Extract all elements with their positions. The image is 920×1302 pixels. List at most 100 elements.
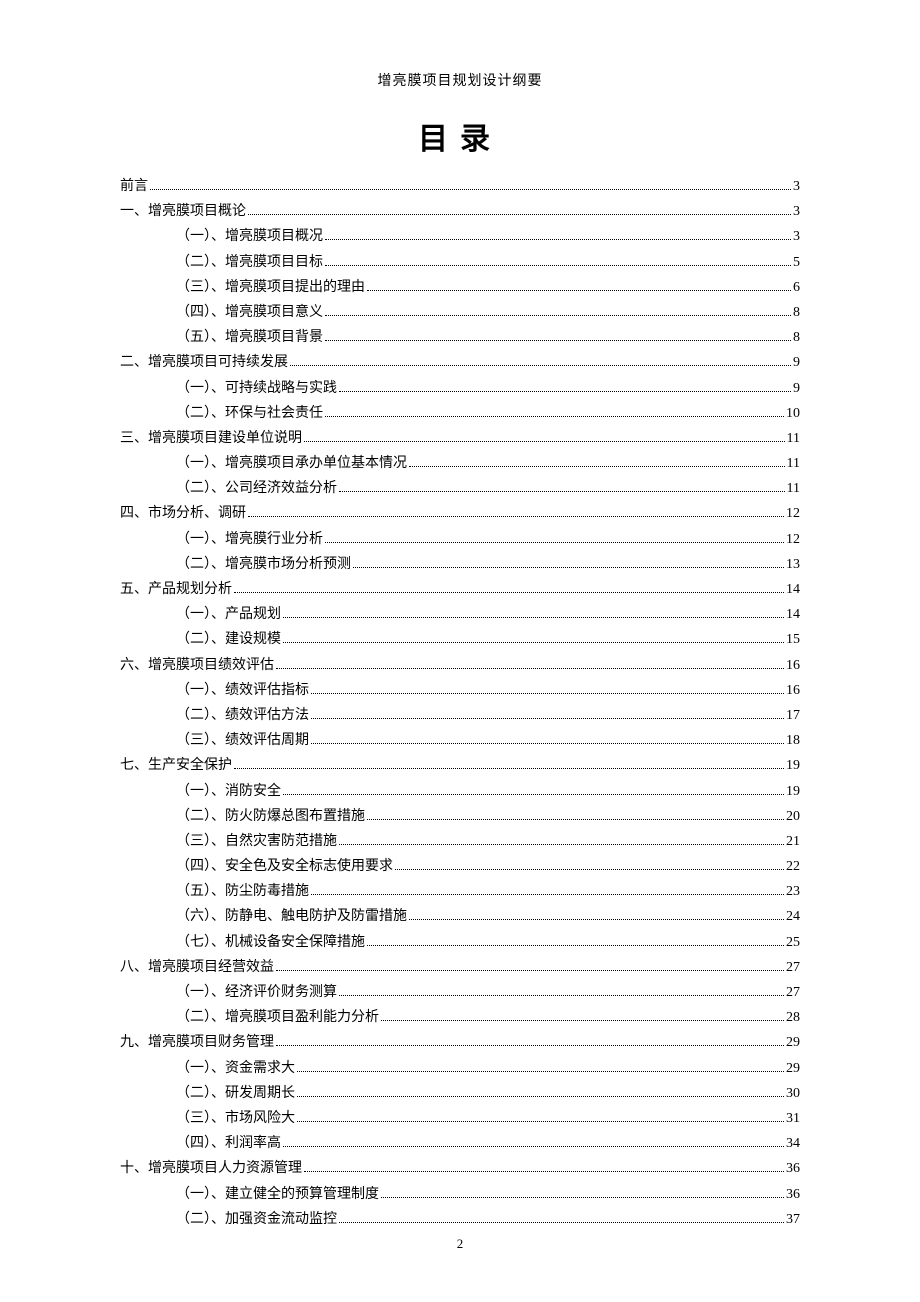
toc-row: （二）、研发周期长30 [120, 1087, 800, 1101]
toc-leader-dots [325, 265, 791, 266]
toc-row: （二）、建设规模15 [120, 633, 800, 647]
toc-leader-dots [311, 743, 784, 744]
toc-leader-dots [325, 239, 791, 240]
toc-entry-page: 12 [786, 533, 800, 547]
toc-entry-page: 12 [786, 507, 800, 521]
toc-entry-page: 14 [786, 608, 800, 622]
toc-row: （一）、增亮膜项目承办单位基本情况11 [120, 457, 800, 471]
toc-entry-page: 19 [786, 759, 800, 773]
toc-entry-page: 13 [786, 558, 800, 572]
toc-entry-page: 34 [786, 1137, 800, 1151]
toc-leader-dots [339, 391, 791, 392]
toc-entry-page: 17 [786, 709, 800, 723]
toc-row: 七、生产安全保护 19 [120, 759, 800, 773]
document-header: 增亮膜项目规划设计纲要 [120, 70, 800, 90]
toc-leader-dots [325, 315, 791, 316]
toc-leader-dots [339, 491, 785, 492]
toc-entry-page: 9 [793, 356, 800, 370]
toc-entry-page: 36 [786, 1162, 800, 1176]
toc-entry-label: 七、生产安全保护 [120, 759, 232, 773]
toc-leader-dots [150, 189, 791, 190]
toc-leader-dots [311, 693, 784, 694]
toc-entry-page: 11 [787, 457, 800, 471]
toc-row: （二）、增亮膜市场分析预测 13 [120, 558, 800, 572]
toc-entry-page: 27 [786, 986, 800, 1000]
toc-entry-label: （七）、机械设备安全保障措施 [176, 936, 365, 950]
table-of-contents: 前言3一、增亮膜项目概论3（一）、增亮膜项目概况3（二）、增亮膜项目目标5（三）… [120, 180, 800, 1227]
toc-leader-dots [283, 794, 784, 795]
toc-entry-label: （五）、增亮膜项目背景 [176, 331, 323, 345]
toc-entry-page: 24 [786, 910, 800, 924]
toc-leader-dots [367, 945, 784, 946]
toc-row: （一）、资金需求大29 [120, 1062, 800, 1076]
toc-entry-page: 9 [793, 382, 800, 396]
toc-leader-dots [395, 869, 784, 870]
toc-entry-label: （五）、防尘防毒措施 [176, 885, 309, 899]
toc-entry-page: 28 [786, 1011, 800, 1025]
toc-leader-dots [381, 1020, 784, 1021]
toc-row: （四）、增亮膜项目意义8 [120, 306, 800, 320]
toc-entry-label: （六）、防静电、触电防护及防雷措施 [176, 910, 407, 924]
toc-entry-page: 21 [786, 835, 800, 849]
toc-row: （三）、绩效评估周期 18 [120, 734, 800, 748]
toc-leader-dots [304, 1171, 784, 1172]
toc-entry-page: 18 [786, 734, 800, 748]
toc-entry-page: 10 [786, 407, 800, 421]
toc-leader-dots [367, 290, 791, 291]
toc-entry-label: 一、增亮膜项目概论 [120, 205, 246, 219]
toc-entry-page: 6 [793, 281, 800, 295]
toc-entry-label: 八、增亮膜项目经营效益 [120, 961, 274, 975]
toc-leader-dots [409, 466, 785, 467]
toc-entry-page: 20 [786, 810, 800, 824]
toc-row: （五）、防尘防毒措施23 [120, 885, 800, 899]
toc-entry-page: 8 [793, 331, 800, 345]
toc-row: （一）、产品规划 14 [120, 608, 800, 622]
toc-leader-dots [297, 1071, 784, 1072]
toc-entry-label: 二、增亮膜项目可持续发展 [120, 356, 288, 370]
toc-entry-page: 11 [787, 432, 800, 446]
toc-row: 一、增亮膜项目概论3 [120, 205, 800, 219]
toc-entry-page: 27 [786, 961, 800, 975]
toc-leader-dots [381, 1197, 784, 1198]
toc-entry-label: （三）、增亮膜项目提出的理由 [176, 281, 365, 295]
toc-entry-label: （一）、产品规划 [176, 608, 281, 622]
toc-entry-label: 九、增亮膜项目财务管理 [120, 1036, 274, 1050]
toc-entry-label: 三、增亮膜项目建设单位说明 [120, 432, 302, 446]
toc-leader-dots [325, 416, 784, 417]
toc-entry-label: （二）、公司经济效益分析 [176, 482, 337, 496]
toc-leader-dots [234, 592, 784, 593]
toc-leader-dots [248, 516, 784, 517]
toc-entry-label: （三）、绩效评估周期 [176, 734, 309, 748]
toc-entry-page: 16 [786, 659, 800, 673]
toc-row: （一）、增亮膜行业分析12 [120, 533, 800, 547]
toc-leader-dots [311, 894, 784, 895]
toc-leader-dots [283, 1146, 784, 1147]
toc-entry-label: （二）、增亮膜市场分析预测 [176, 558, 351, 572]
toc-title: 目录 [120, 114, 800, 158]
toc-row: （六）、防静电、触电防护及防雷措施 24 [120, 910, 800, 924]
toc-leader-dots [290, 365, 791, 366]
toc-entry-label: （四）、增亮膜项目意义 [176, 306, 323, 320]
toc-leader-dots [367, 819, 784, 820]
toc-entry-page: 19 [786, 785, 800, 799]
toc-entry-label: （四）、安全色及安全标志使用要求 [176, 860, 393, 874]
toc-row: （一）、可持续战略与实践9 [120, 382, 800, 396]
toc-row: （四）、利润率高34 [120, 1137, 800, 1151]
toc-leader-dots [339, 995, 784, 996]
toc-row: （七）、机械设备安全保障措施25 [120, 936, 800, 950]
toc-leader-dots [276, 668, 784, 669]
toc-entry-page: 29 [786, 1036, 800, 1050]
toc-entry-page: 5 [793, 256, 800, 270]
toc-leader-dots [276, 1045, 784, 1046]
toc-entry-label: （二）、绩效评估方法 [176, 709, 309, 723]
toc-row: （三）、市场风险大31 [120, 1112, 800, 1126]
toc-leader-dots [311, 718, 784, 719]
toc-leader-dots [353, 567, 784, 568]
toc-entry-label: （一）、建立健全的预算管理制度 [176, 1188, 379, 1202]
toc-leader-dots [325, 340, 791, 341]
toc-leader-dots [339, 1222, 784, 1223]
toc-row: 八、增亮膜项目经营效益 27 [120, 961, 800, 975]
toc-entry-page: 31 [786, 1112, 800, 1126]
toc-row: （一）、增亮膜项目概况3 [120, 230, 800, 244]
toc-row: 三、增亮膜项目建设单位说明 11 [120, 432, 800, 446]
